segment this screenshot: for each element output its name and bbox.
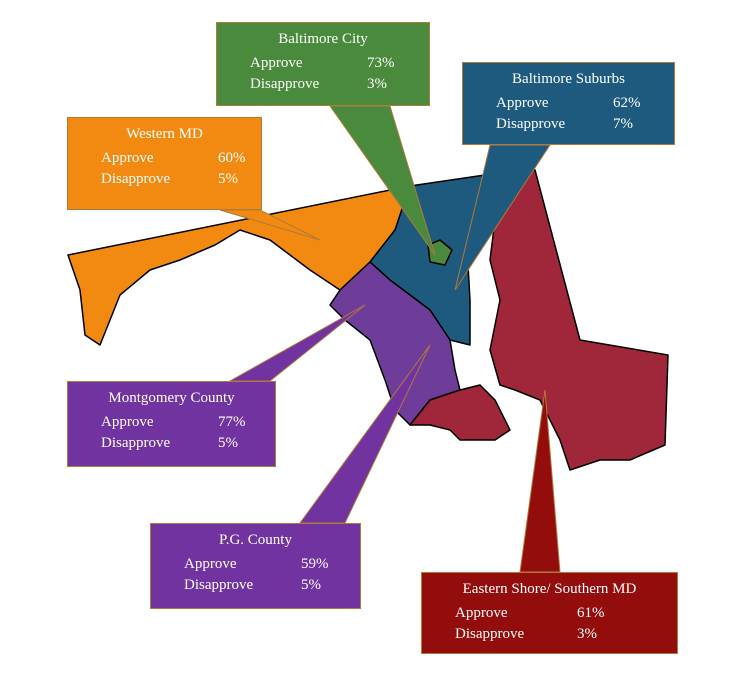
stat-row: Approve 62% xyxy=(463,95,674,116)
stat-row: Disapprove 3% xyxy=(217,76,429,97)
region-name: Eastern Shore/ Southern MD xyxy=(462,581,637,597)
region-name: P.G. County xyxy=(219,532,292,548)
stat-row: Approve 61% xyxy=(422,605,677,626)
stat-label: Disapprove xyxy=(496,116,566,132)
stat-value: 77% xyxy=(218,414,246,430)
stat-value: 7% xyxy=(613,116,633,132)
pointer xyxy=(454,144,551,291)
stat-row: Approve 77% xyxy=(68,414,275,435)
region-name: Baltimore Suburbs xyxy=(512,71,625,87)
stat-row: Disapprove 3% xyxy=(422,626,677,647)
stat-label: Approve xyxy=(455,605,508,621)
region-stats: Approve 73% Disapprove 3% xyxy=(217,55,429,97)
pointer xyxy=(329,105,436,256)
stat-value: 60% xyxy=(218,150,246,166)
baltimore-city xyxy=(427,239,453,266)
region-stats: Approve 62% Disapprove 7% xyxy=(463,95,674,137)
stat-value: 73% xyxy=(367,55,395,71)
region-callout: Baltimore Suburbs Approve 62% Disapprove 7% xyxy=(462,62,675,145)
stat-value: 62% xyxy=(613,95,641,111)
southern-md xyxy=(409,384,511,441)
pointer xyxy=(299,344,431,524)
stat-value: 5% xyxy=(218,435,238,451)
pointer xyxy=(219,209,321,241)
region-stats: Approve 77% Disapprove 5% xyxy=(68,414,275,456)
stat-value: 5% xyxy=(301,577,321,593)
stat-row: Approve 60% xyxy=(68,150,261,171)
region-stats: Approve 60% Disapprove 5% xyxy=(68,150,261,192)
region-stats: Approve 59% Disapprove 5% xyxy=(151,556,360,598)
stat-value: 59% xyxy=(301,556,329,572)
region-callout: P.G. County Approve 59% Disapprove 5% xyxy=(150,523,361,609)
region-name: Western MD xyxy=(126,126,203,142)
pointer xyxy=(228,304,366,382)
region-stats: Approve 61% Disapprove 3% xyxy=(422,605,677,647)
stat-label: Disapprove xyxy=(101,171,171,187)
stat-label: Approve xyxy=(496,95,549,111)
stat-row: Approve 73% xyxy=(217,55,429,76)
stat-label: Disapprove xyxy=(250,76,320,92)
stat-value: 5% xyxy=(218,171,238,187)
region-callout: Baltimore City Approve 73% Disapprove 3% xyxy=(216,22,430,106)
stat-label: Disapprove xyxy=(101,435,171,451)
region-callout: Montgomery County Approve 77% Disapprove 5% xyxy=(67,381,276,467)
stat-value: 3% xyxy=(367,76,387,92)
stat-label: Disapprove xyxy=(184,577,254,593)
stat-label: Disapprove xyxy=(455,626,525,642)
stat-value: 61% xyxy=(577,605,605,621)
stat-label: Approve xyxy=(184,556,237,572)
region-name: Baltimore City xyxy=(278,31,368,47)
stat-row: Approve 59% xyxy=(151,556,360,577)
eastern-shore xyxy=(484,169,669,471)
stat-value: 3% xyxy=(577,626,597,642)
stat-label: Approve xyxy=(101,150,154,166)
stat-row: Disapprove 7% xyxy=(463,116,674,137)
stat-row: Disapprove 5% xyxy=(151,577,360,598)
region-callout: Eastern Shore/ Southern MD Approve 61% Disa… xyxy=(421,572,678,654)
region-name: Montgomery County xyxy=(108,390,235,406)
stat-row: Disapprove 5% xyxy=(68,171,261,192)
stat-label: Approve xyxy=(250,55,303,71)
region-callout: Western MD Approve 60% Disapprove 5% xyxy=(67,117,262,210)
stat-label: Approve xyxy=(101,414,154,430)
stat-row: Disapprove 5% xyxy=(68,435,275,456)
